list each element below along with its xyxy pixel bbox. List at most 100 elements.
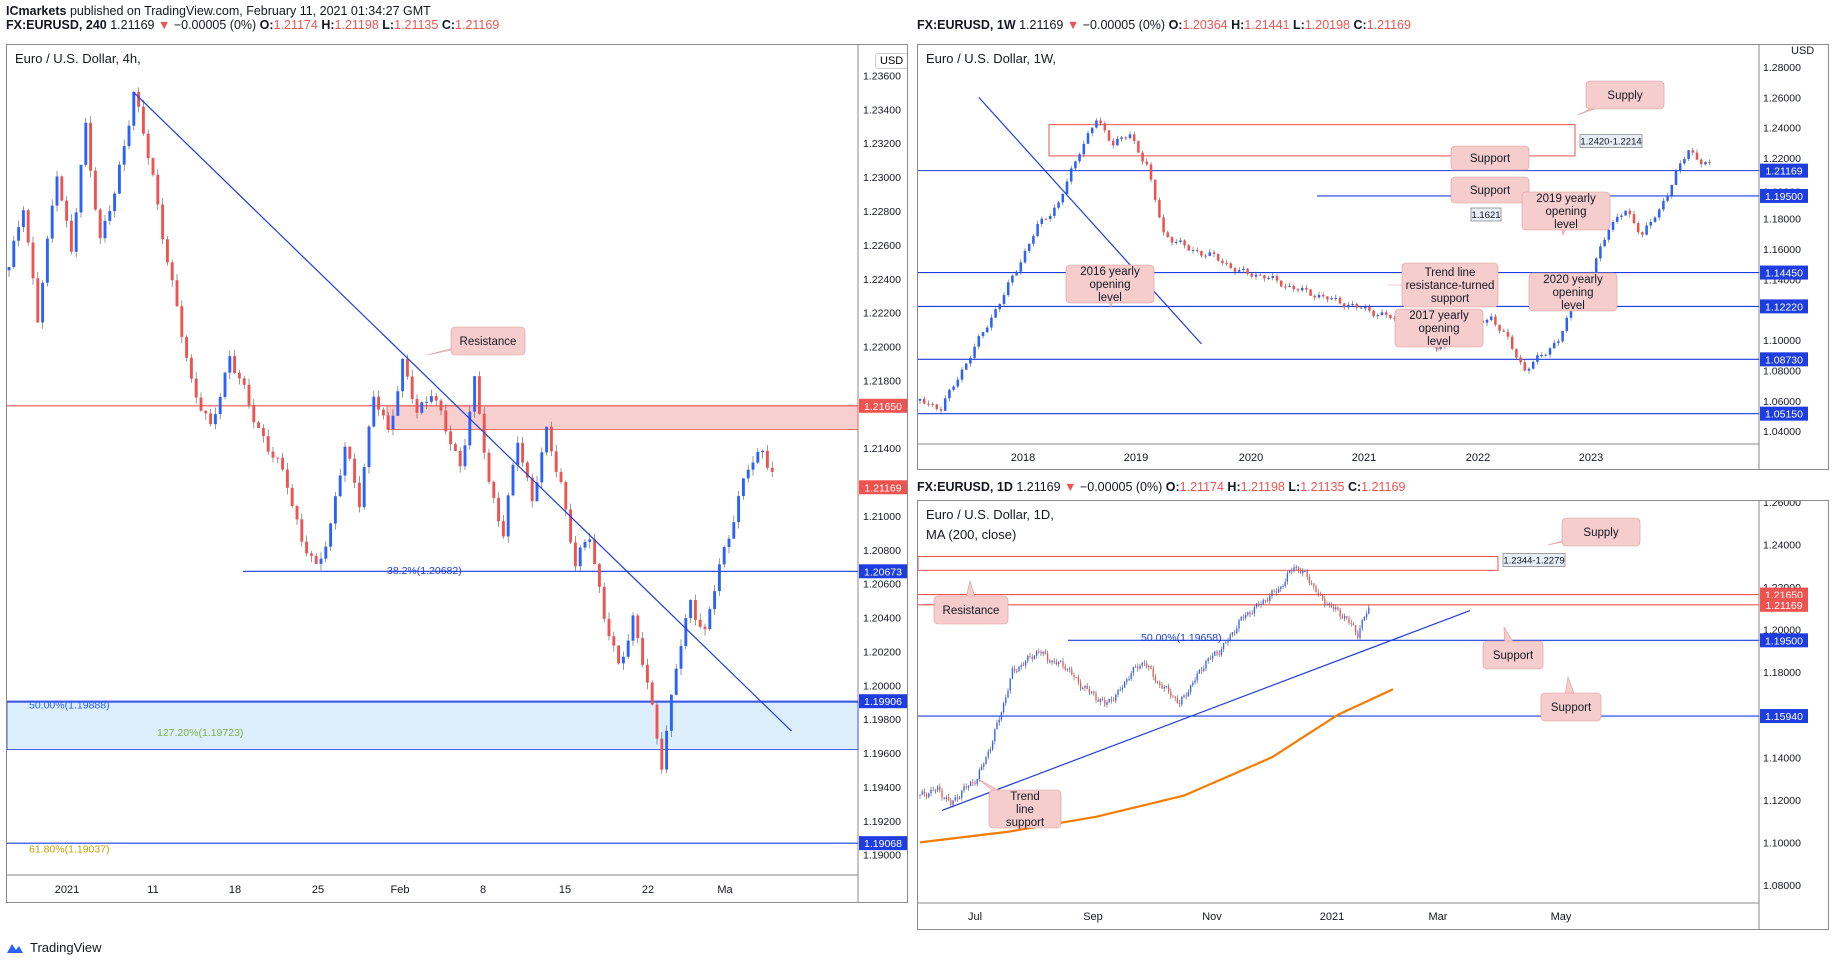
candle-body[interactable] (1291, 570, 1293, 572)
candle-body[interactable] (989, 749, 992, 752)
candle-body[interactable] (987, 751, 989, 757)
candle-body[interactable] (1615, 216, 1619, 222)
candle-body[interactable] (961, 790, 963, 798)
candle-body[interactable] (1666, 195, 1669, 201)
candle-body[interactable] (981, 332, 985, 337)
candle-body[interactable] (1185, 695, 1187, 697)
candle-body[interactable] (271, 451, 275, 458)
candle-body[interactable] (1036, 223, 1039, 237)
candle-body[interactable] (343, 446, 347, 476)
candle-body[interactable] (209, 413, 213, 425)
candle-body[interactable] (1095, 693, 1097, 701)
candle-body[interactable] (1195, 249, 1199, 252)
candle-body[interactable] (252, 404, 256, 423)
candle-body[interactable] (1300, 287, 1304, 291)
candle-body[interactable] (497, 497, 501, 522)
candle-body[interactable] (1267, 277, 1270, 279)
candle-body[interactable] (1489, 316, 1493, 320)
candle-body[interactable] (329, 523, 333, 547)
candle-body[interactable] (1065, 181, 1069, 194)
candle-body[interactable] (741, 478, 745, 497)
candle-body[interactable] (1079, 682, 1082, 689)
candle-body[interactable] (1342, 303, 1346, 308)
candle-body[interactable] (1051, 660, 1053, 663)
candle-body[interactable] (1220, 649, 1223, 655)
candle-body[interactable] (1016, 670, 1018, 672)
candle-body[interactable] (1143, 662, 1146, 664)
candle-body[interactable] (12, 240, 16, 267)
candle-body[interactable] (540, 452, 544, 483)
candle-body[interactable] (333, 496, 337, 524)
candle-body[interactable] (458, 450, 462, 467)
candle-body[interactable] (717, 564, 721, 592)
candle-body[interactable] (931, 403, 934, 405)
candle-body[interactable] (617, 645, 621, 664)
annotation-box[interactable] (1482, 640, 1544, 670)
candle-body[interactable] (1670, 185, 1674, 196)
candle-body[interactable] (1695, 152, 1699, 160)
candle-body[interactable] (1540, 355, 1543, 357)
candle-body[interactable] (1498, 324, 1501, 331)
candle-body[interactable] (434, 396, 438, 401)
candle-body[interactable] (1251, 613, 1253, 615)
candle-body[interactable] (1321, 294, 1325, 297)
candle-body[interactable] (1002, 295, 1006, 305)
candle-body[interactable] (1108, 698, 1110, 703)
candle-body[interactable] (998, 304, 1002, 310)
candle-body[interactable] (1368, 607, 1370, 614)
candle-body[interactable] (1250, 273, 1254, 277)
candle-body[interactable] (50, 205, 54, 239)
candle-body[interactable] (1018, 666, 1020, 672)
candle-body[interactable] (501, 521, 505, 537)
candle-body[interactable] (1708, 162, 1711, 164)
candle-body[interactable] (1011, 275, 1014, 283)
candle-body[interactable] (1158, 199, 1161, 218)
candle-body[interactable] (1317, 592, 1319, 594)
candle-body[interactable] (1086, 133, 1090, 144)
candle-body[interactable] (998, 719, 1000, 723)
candle-body[interactable] (1334, 297, 1338, 299)
candle-body[interactable] (1352, 623, 1355, 626)
candle-body[interactable] (939, 786, 941, 791)
candle-body[interactable] (943, 797, 945, 800)
candle-body[interactable] (669, 694, 673, 731)
candle-body[interactable] (1163, 687, 1165, 689)
candle-body[interactable] (967, 786, 970, 788)
candle-body[interactable] (919, 794, 921, 796)
candle-body[interactable] (1221, 260, 1224, 263)
candle-body[interactable] (1093, 691, 1095, 694)
candle-body[interactable] (353, 458, 357, 483)
candle-body[interactable] (381, 409, 385, 416)
candle-body[interactable] (549, 426, 553, 452)
candle-body[interactable] (996, 722, 998, 730)
chart-panel-1w[interactable]: Euro / U.S. Dollar, 1W, 1.28000 1.26000 1.… (917, 44, 1829, 470)
candle-body[interactable] (1332, 607, 1335, 610)
candle-body[interactable] (1107, 130, 1111, 141)
candle-body[interactable] (1075, 677, 1077, 679)
candle-body[interactable] (1266, 600, 1269, 602)
candle-body[interactable] (521, 442, 525, 463)
candle-body[interactable] (276, 457, 280, 459)
candle-body[interactable] (1354, 625, 1357, 633)
candle-body[interactable] (1134, 666, 1137, 668)
ma200-line[interactable] (919, 688, 1394, 844)
candle-body[interactable] (525, 462, 529, 478)
candle-body[interactable] (1687, 150, 1690, 159)
candle-body[interactable] (1485, 319, 1489, 323)
candle-body[interactable] (947, 797, 950, 801)
candle-body[interactable] (1384, 312, 1388, 315)
candle-body[interactable] (1023, 250, 1027, 263)
candle-body[interactable] (1128, 134, 1132, 138)
candle-body[interactable] (631, 615, 635, 641)
candle-body[interactable] (1124, 137, 1128, 139)
annotation-box[interactable] (1394, 308, 1484, 348)
candle-body[interactable] (55, 176, 59, 206)
candle-body[interactable] (1242, 617, 1245, 619)
candle-body[interactable] (559, 471, 563, 483)
candle-body[interactable] (1015, 271, 1018, 276)
candle-body[interactable] (1044, 651, 1047, 654)
candle-body[interactable] (1121, 687, 1124, 690)
candle-body[interactable] (1074, 161, 1077, 169)
candle-body[interactable] (300, 519, 304, 542)
candle-body[interactable] (583, 541, 587, 548)
